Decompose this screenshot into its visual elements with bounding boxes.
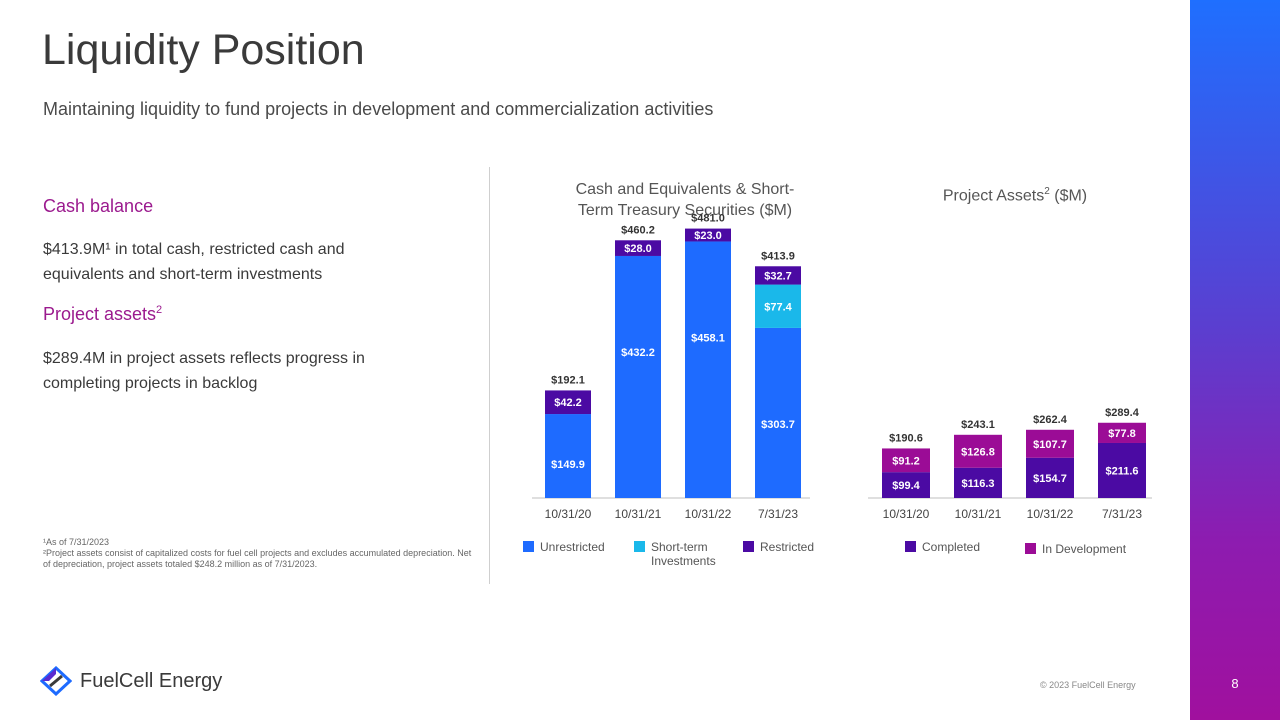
- bar-completed-7-31-23: [1098, 442, 1146, 498]
- bar-unrestricted-7-31-23: [755, 327, 801, 498]
- total-label-10-31-22: $481.0: [691, 213, 725, 225]
- cash-balance-line-2: equivalents and short-term investments: [43, 266, 323, 283]
- total-label-10-31-21: $460.2: [621, 224, 655, 236]
- bar-unrestricted-10-31-20: [545, 414, 591, 498]
- bar-restricted-10-31-22: [685, 228, 731, 242]
- legend-swatch-restricted: [743, 541, 754, 552]
- cash-balance-text: $413.9M¹ in total cash, restricted cash …: [43, 237, 463, 287]
- category-label-10-31-22: 10/31/22: [685, 507, 732, 521]
- bar-restricted-10-31-21: [615, 240, 661, 256]
- data-label-in-development-10-31-20: $91.2: [892, 455, 920, 467]
- total-label-10-31-21: $243.1: [961, 419, 995, 431]
- bar-in-development-7-31-23: [1098, 422, 1146, 443]
- legend-unrestricted: Unrestricted: [523, 540, 605, 554]
- category-label-10-31-21: 10/31/21: [615, 507, 662, 521]
- bar-completed-10-31-20: [882, 472, 930, 498]
- bar-restricted-10-31-20: [545, 390, 591, 415]
- bar-restricted-7-31-23: [755, 266, 801, 285]
- assets-chart-title-text: Project Assets: [942, 187, 1045, 205]
- assets-chart-title: Project Assets2 ($M): [880, 181, 1150, 206]
- data-label-completed-10-31-21: $116.3: [961, 478, 994, 490]
- legend-restricted: Restricted: [743, 540, 814, 554]
- copyright: © 2023 FuelCell Energy: [1040, 680, 1136, 690]
- legend-in-development: In Development: [1025, 542, 1126, 556]
- category-label-10-31-21: 10/31/21: [955, 507, 1002, 521]
- cash-balance-line-1: $413.9M¹ in total cash, restricted cash …: [43, 241, 345, 258]
- data-label-completed-10-31-22: $154.7: [1033, 473, 1067, 485]
- brand-name: FuelCell Energy: [80, 669, 223, 692]
- category-label-10-31-20: 10/31/20: [545, 507, 592, 521]
- project-assets-line-1: $289.4M in project assets reflects progr…: [43, 350, 365, 367]
- project-assets-text: $289.4M in project assets reflects progr…: [43, 346, 463, 396]
- legend-completed: Completed: [905, 540, 980, 554]
- project-assets-heading: Project assets2: [43, 304, 162, 325]
- bar-completed-10-31-21: [954, 467, 1002, 498]
- legend-label-in-development: In Development: [1042, 542, 1127, 556]
- data-label-restricted-10-31-20: $42.2: [554, 397, 582, 409]
- cash-chart-title-line-2: Term Treasury Securities ($M): [577, 202, 793, 219]
- project-assets-heading-text: Project assets: [43, 304, 157, 324]
- bar-in-development-10-31-21: [954, 434, 1002, 468]
- total-label-7-31-23: $289.4: [1105, 407, 1140, 419]
- footnote-2: ²Project assets consist of capitalized c…: [43, 548, 472, 569]
- legend-label-restricted: Restricted: [760, 540, 815, 554]
- page-title: Liquidity Position: [42, 26, 365, 74]
- category-label-10-31-20: 10/31/20: [883, 507, 930, 521]
- bar-completed-10-31-22: [1026, 457, 1074, 498]
- total-label-10-31-20: $190.6: [889, 432, 923, 444]
- category-label-7-31-23: 7/31/23: [758, 507, 798, 521]
- bar-in-development-10-31-20: [882, 448, 930, 473]
- data-label-completed-7-31-23: $211.6: [1105, 465, 1138, 477]
- cash-chart: $149.9 $42.2 $192.1 10/31/20 $432.2 $28.0 $460…: [532, 213, 810, 521]
- total-label-10-31-22: $262.4: [1033, 414, 1068, 426]
- total-label-7-31-23: $413.9: [761, 250, 795, 262]
- data-label-unrestricted-10-31-21: $432.2: [621, 347, 655, 359]
- data-label-short-term-investments-7-31-23: $77.4: [764, 301, 792, 313]
- data-label-in-development-10-31-22: $107.7: [1033, 439, 1067, 451]
- legend-label-completed: Completed: [922, 540, 981, 554]
- data-label-in-development-10-31-21: $126.8: [961, 446, 995, 458]
- assets-chart-title-sup: 2: [1044, 186, 1050, 197]
- data-label-unrestricted-7-31-23: $303.7: [761, 419, 795, 431]
- legend-swatch-short-term: [634, 541, 645, 552]
- page-number: 8: [1231, 676, 1239, 691]
- bar-in-development-10-31-22: [1026, 429, 1074, 458]
- data-label-unrestricted-10-31-20: $149.9: [551, 459, 585, 471]
- legend-label-short-term-2: Investments: [651, 554, 716, 568]
- legend-swatch-in-development: [1025, 543, 1036, 554]
- bar-unrestricted-10-31-22: [685, 241, 731, 499]
- brand-logo: FuelCell Energy: [40, 666, 222, 696]
- data-label-restricted-7-31-23: $32.7: [764, 270, 792, 282]
- assets-chart: $99.4 $91.2 $190.6 10/31/20 $116.3 $126.8 $243…: [868, 407, 1152, 521]
- fuelcell-logo-icon: [40, 666, 72, 696]
- footnote-1: ¹As of 7/31/2023: [43, 537, 110, 547]
- bar-unrestricted-10-31-21: [615, 255, 661, 498]
- category-label-7-31-23: 7/31/23: [1102, 507, 1142, 521]
- decorative-gradient-bar: [1190, 0, 1280, 720]
- data-label-unrestricted-10-31-22: $458.1: [691, 332, 725, 344]
- legend-short-term: Short-term Investments: [634, 540, 716, 568]
- legend-label-unrestricted: Unrestricted: [540, 540, 605, 554]
- project-assets-line-2: completing projects in backlog: [43, 375, 258, 392]
- category-label-10-31-22: 10/31/22: [1027, 507, 1074, 521]
- total-label-10-31-20: $192.1: [551, 374, 585, 386]
- footnotes: ¹As of 7/31/2023 ²Project assets consist…: [43, 537, 473, 570]
- legend-label-short-term: Short-term: [651, 540, 708, 554]
- cash-balance-heading: Cash balance: [43, 196, 154, 216]
- data-label-restricted-10-31-22: $23.0: [694, 230, 722, 242]
- cash-chart-title-line-1: Cash and Equivalents & Short-: [575, 181, 795, 198]
- data-label-in-development-7-31-23: $77.8: [1108, 428, 1136, 440]
- bar-short-term-investments-7-31-23: [755, 284, 801, 328]
- vertical-divider: [489, 167, 490, 584]
- cash-chart-title: Cash and Equivalents & Short- Term Treas…: [530, 179, 840, 221]
- data-label-restricted-10-31-21: $28.0: [624, 243, 652, 255]
- data-label-completed-10-31-20: $99.4: [892, 480, 920, 492]
- legend-swatch-unrestricted: [523, 541, 534, 552]
- assets-chart-title-suffix: ($M): [1049, 187, 1088, 205]
- project-assets-heading-sup: 2: [156, 304, 163, 316]
- page-subtitle: Maintaining liquidity to fund projects i…: [43, 99, 714, 119]
- legend-swatch-completed: [905, 541, 916, 552]
